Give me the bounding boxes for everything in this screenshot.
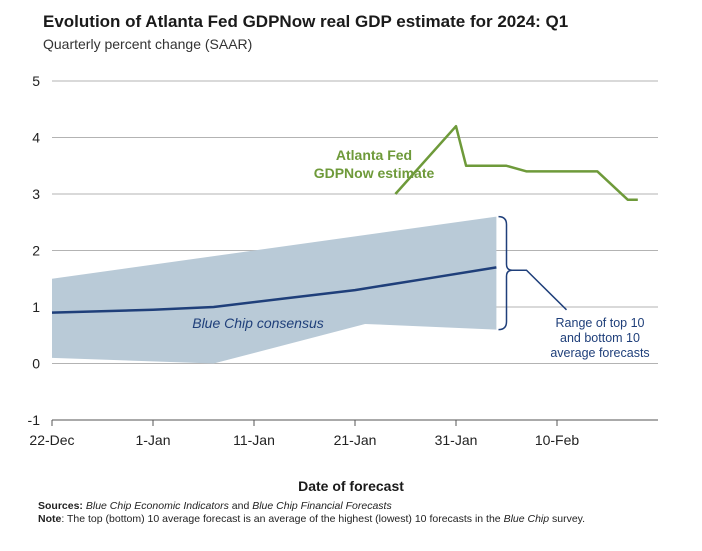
- blue-chip-annotation: Blue Chip consensus: [192, 315, 324, 331]
- y-tick-label: 5: [32, 73, 40, 89]
- y-tick-label: 3: [32, 186, 40, 202]
- x-tick-label: 21-Jan: [334, 432, 377, 448]
- gdpnow-annotation: GDPNow estimate: [314, 165, 435, 181]
- y-tick-label: -1: [28, 412, 41, 428]
- x-tick-label: 11-Jan: [233, 432, 275, 448]
- y-tick-label: 4: [32, 130, 40, 146]
- chart-title: Evolution of Atlanta Fed GDPNow real GDP…: [43, 12, 569, 31]
- range-annotation: and bottom 10: [560, 331, 640, 345]
- range-annotation: Range of top 10: [556, 316, 645, 330]
- y-tick-label: 0: [32, 356, 40, 372]
- note-line: Note: The top (bottom) 10 average foreca…: [38, 513, 586, 525]
- x-tick-label: 1-Jan: [135, 432, 170, 448]
- gdpnow-line: [394, 124, 638, 201]
- x-tick-label: 31-Jan: [435, 432, 478, 448]
- x-tick-label: 10-Feb: [535, 432, 580, 448]
- blue-chip-line: [51, 266, 497, 314]
- range-callout-line: [512, 269, 568, 311]
- footer-notes: Sources: Blue Chip Economic Indicators a…: [38, 500, 688, 526]
- y-tick-label: 1: [32, 299, 40, 315]
- y-tick-label: 2: [32, 243, 40, 259]
- x-axis-label: Date of forecast: [298, 478, 404, 494]
- forecast-range-band: [52, 216, 497, 364]
- sources-line: Sources: Blue Chip Economic Indicators a…: [38, 500, 392, 512]
- x-tick-label: 22-Dec: [29, 432, 74, 448]
- gdpnow-annotation: Atlanta Fed: [336, 147, 412, 163]
- chart-subtitle: Quarterly percent change (SAAR): [43, 36, 253, 52]
- range-annotation: average forecasts: [550, 346, 649, 360]
- range-bracket: [498, 215, 513, 331]
